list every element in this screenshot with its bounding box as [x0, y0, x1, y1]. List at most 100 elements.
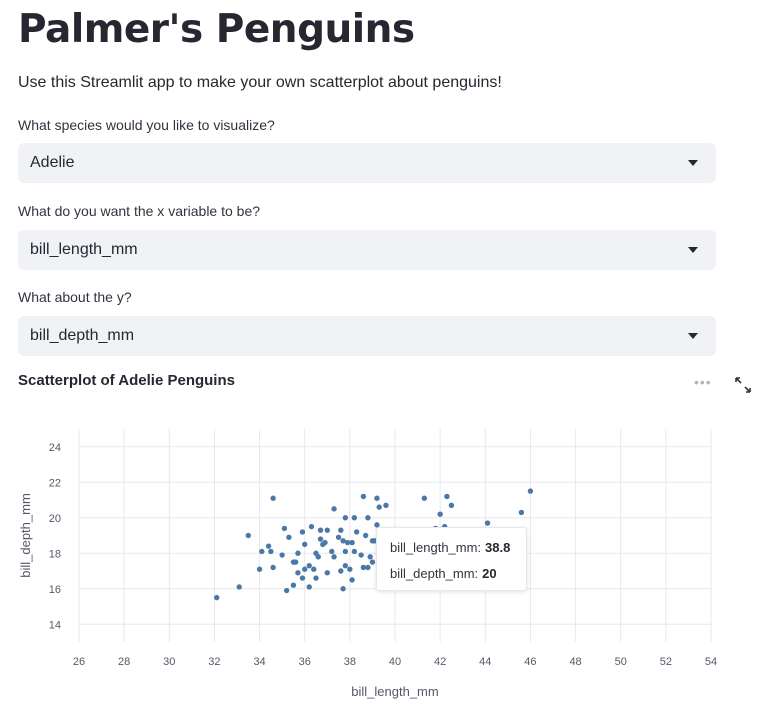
scatter-point[interactable]: [299, 529, 306, 535]
x-tick-label: 28: [118, 656, 130, 668]
y-axis-title: bill_depth_mm: [18, 493, 33, 578]
species-label: What species would you like to visualize…: [18, 117, 275, 133]
scatter-point[interactable]: [331, 554, 337, 560]
chart-tooltip: bill_length_mm: 38.8 bill_depth_mm: 20: [376, 527, 527, 591]
scatter-point[interactable]: [306, 584, 312, 590]
scatter-point[interactable]: [342, 548, 349, 555]
scatter-point[interactable]: [270, 495, 276, 501]
x-variable-select[interactable]: bill_length_mm: [18, 230, 716, 270]
scatter-point[interactable]: [349, 539, 355, 546]
scatter-point[interactable]: [338, 527, 344, 533]
scatter-point[interactable]: [421, 495, 428, 501]
x-axis-ticks: 26 28 30 32 34 36 38 40 42 44 46 48 50 52 54: [73, 656, 717, 668]
scatter-point[interactable]: [290, 582, 297, 588]
scatter-point[interactable]: [295, 570, 301, 576]
scatter-point[interactable]: [342, 562, 349, 569]
scatter-point[interactable]: [365, 564, 371, 571]
scatter-point[interactable]: [283, 587, 290, 594]
x-variable-label: What do you want the x variable to be?: [18, 203, 261, 219]
more-horizontal-icon[interactable]: •••: [694, 374, 712, 390]
scatter-point[interactable]: [281, 525, 288, 532]
scatter-point[interactable]: [369, 559, 376, 565]
scatter-point[interactable]: [324, 527, 330, 533]
x-tick-label: 40: [389, 656, 401, 668]
chevron-down-icon: [688, 247, 698, 253]
scatter-point[interactable]: [329, 548, 335, 555]
scatter-point[interactable]: [437, 511, 443, 517]
scatter-point[interactable]: [213, 594, 220, 601]
scatter-point[interactable]: [338, 568, 344, 574]
scatter-point[interactable]: [360, 564, 367, 571]
scatter-point[interactable]: [279, 552, 285, 558]
x-tick-label: 36: [299, 656, 311, 668]
tooltip-y-value: 20: [482, 566, 497, 581]
scatter-point[interactable]: [306, 562, 312, 569]
scatter-point[interactable]: [347, 566, 353, 572]
species-select[interactable]: Adelie: [18, 143, 716, 183]
scatter-point[interactable]: [259, 548, 265, 555]
scatter-point[interactable]: [324, 570, 330, 576]
scatter-point[interactable]: [315, 554, 321, 560]
scatter-point[interactable]: [270, 564, 276, 571]
tooltip-x-value: 38.8: [485, 540, 511, 555]
y-tick-label: 14: [49, 619, 61, 631]
tooltip-x-key: bill_length_mm:: [390, 540, 482, 555]
scatter-point[interactable]: [335, 534, 342, 540]
scatter-point[interactable]: [317, 527, 324, 533]
x-tick-label: 52: [660, 656, 672, 668]
scatter-point[interactable]: [313, 575, 319, 581]
chart-title: Scatterplot of Adelie Penguins: [18, 372, 235, 389]
scatter-point[interactable]: [317, 536, 324, 542]
x-tick-label: 54: [705, 656, 717, 668]
scatter-point[interactable]: [448, 502, 455, 509]
x-tick-label: 48: [569, 656, 581, 668]
y-variable-label: What about the y?: [18, 289, 132, 305]
scatter-point[interactable]: [383, 502, 389, 509]
scatter-point[interactable]: [376, 504, 382, 510]
scatter-point[interactable]: [444, 493, 450, 500]
scatter-point[interactable]: [295, 550, 301, 556]
scatter-point[interactable]: [302, 566, 308, 572]
scatter-point[interactable]: [245, 532, 251, 539]
x-variable-select-value: bill_length_mm: [30, 241, 138, 258]
expand-icon[interactable]: [734, 376, 752, 394]
scatter-point[interactable]: [265, 543, 272, 549]
species-select-value: Adelie: [30, 154, 75, 171]
scatter-point[interactable]: [256, 566, 263, 572]
x-tick-label: 42: [434, 656, 446, 668]
scatter-point[interactable]: [349, 577, 355, 583]
scatter-point[interactable]: [527, 488, 534, 494]
y-tick-label: 18: [49, 548, 61, 560]
scatter-point[interactable]: [308, 523, 315, 530]
scatter-point[interactable]: [374, 495, 380, 501]
scatter-point[interactable]: [236, 584, 242, 590]
scatter-point[interactable]: [340, 586, 346, 592]
scatter-point[interactable]: [374, 522, 380, 528]
scatter-point[interactable]: [518, 509, 525, 516]
scatter-point[interactable]: [358, 552, 364, 558]
scatter-point[interactable]: [292, 559, 299, 565]
scatter-point[interactable]: [351, 548, 358, 555]
scatter-point[interactable]: [322, 539, 328, 546]
scatter-point[interactable]: [360, 493, 367, 500]
scatter-point[interactable]: [365, 515, 371, 521]
y-variable-select[interactable]: bill_depth_mm: [18, 316, 716, 356]
y-tick-label: 16: [49, 584, 61, 596]
scatter-point[interactable]: [302, 541, 308, 548]
scatter-point[interactable]: [286, 534, 292, 540]
page-title: Palmer's Penguins: [18, 7, 415, 52]
scatter-point[interactable]: [331, 506, 337, 512]
scatter-point[interactable]: [340, 538, 346, 544]
scatter-point[interactable]: [351, 515, 358, 521]
scatter-point[interactable]: [353, 529, 360, 535]
scatter-point[interactable]: [311, 566, 317, 572]
scatter-point[interactable]: [342, 515, 349, 521]
scatter-point[interactable]: [299, 575, 306, 581]
scatter-point[interactable]: [362, 532, 369, 539]
scatter-point[interactable]: [367, 554, 373, 560]
x-tick-label: 32: [208, 656, 220, 668]
scatter-point[interactable]: [268, 548, 274, 555]
scatter-point[interactable]: [484, 520, 491, 526]
scatter-point[interactable]: [344, 539, 351, 546]
x-tick-label: 38: [344, 656, 356, 668]
